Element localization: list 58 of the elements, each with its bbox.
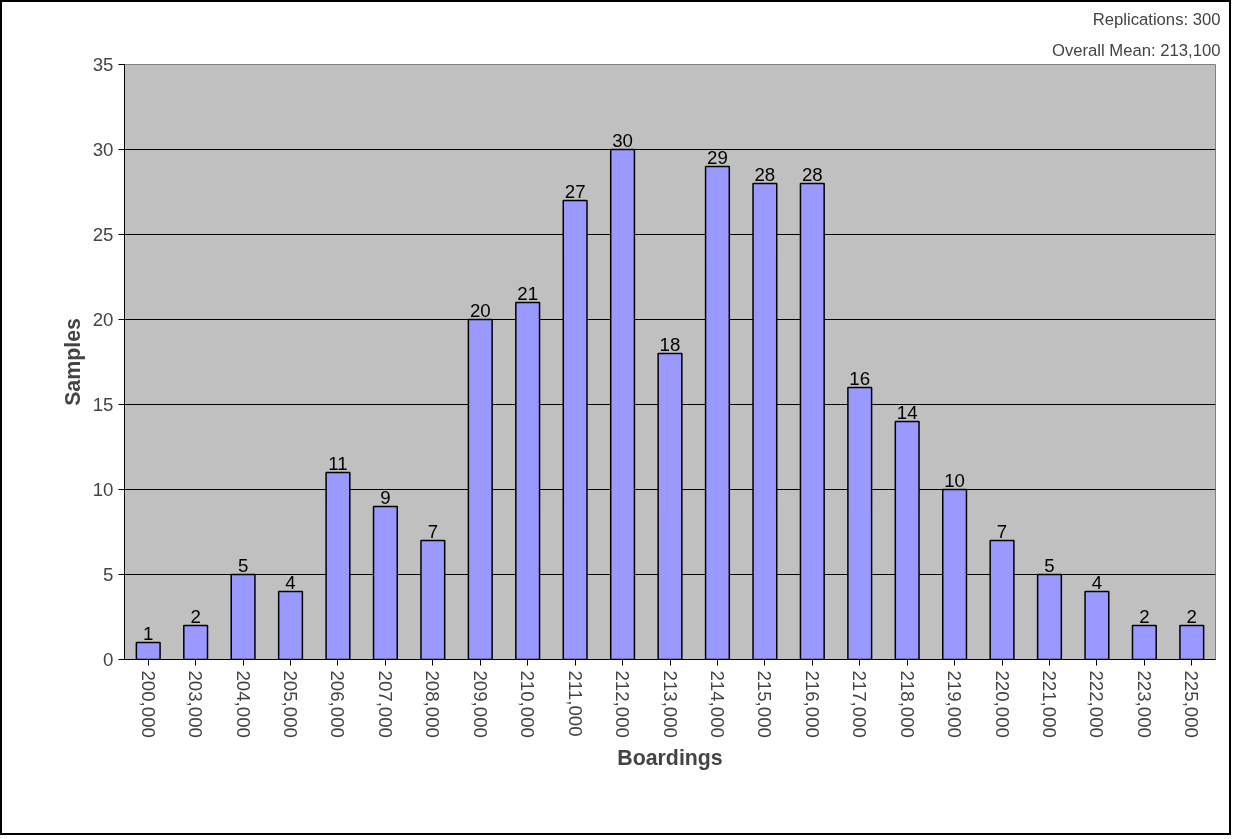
y-axis-title: Samples xyxy=(60,318,85,406)
data-label: 2 xyxy=(1186,605,1197,627)
data-label: 4 xyxy=(285,571,296,593)
x-axis-title: Boardings xyxy=(617,745,723,770)
y-tick-label: 0 xyxy=(103,649,114,670)
data-label: 28 xyxy=(801,163,823,185)
x-tick-label: 212,000 xyxy=(612,670,634,738)
x-tick-label: 204,000 xyxy=(232,670,254,738)
data-label: 21 xyxy=(517,282,539,304)
x-tick-label: 215,000 xyxy=(754,670,776,738)
y-tick-label: 25 xyxy=(92,224,114,245)
data-label: 18 xyxy=(659,333,681,355)
x-tick-label: 206,000 xyxy=(327,670,349,738)
data-label: 2 xyxy=(190,605,201,627)
text: Replications: 300 xyxy=(1092,9,1221,29)
data-label: 9 xyxy=(380,486,391,508)
x-tick-label: 218,000 xyxy=(896,670,918,738)
text: Overall Mean: 213,100 xyxy=(1051,40,1221,60)
x-tick-label: 210,000 xyxy=(517,670,539,738)
data-label: 7 xyxy=(427,520,439,542)
y-tick-label: 10 xyxy=(92,479,114,500)
data-label: 20 xyxy=(469,299,491,321)
x-tick-label: 203,000 xyxy=(185,670,207,738)
x-tick-label: 208,000 xyxy=(422,670,444,738)
data-label: 30 xyxy=(612,129,633,151)
x-tick-label: 211,000 xyxy=(564,670,586,737)
data-label: 5 xyxy=(237,554,249,576)
data-label: 1 xyxy=(143,622,154,644)
y-tick-label: 30 xyxy=(92,139,114,160)
data-label: 5 xyxy=(1044,554,1055,576)
data-label: 10 xyxy=(944,469,965,491)
x-tick-label: 200,000 xyxy=(137,670,159,738)
x-tick-label: 216,000 xyxy=(801,670,823,738)
x-tick-label: 213,000 xyxy=(659,670,681,738)
data-label: 29 xyxy=(707,146,728,168)
x-tick-label: 209,000 xyxy=(469,670,491,738)
data-label: 11 xyxy=(328,452,348,474)
y-tick-label: 35 xyxy=(92,54,114,75)
data-label: 7 xyxy=(996,520,1008,542)
x-tick-label: 205,000 xyxy=(280,670,302,738)
data-label: 14 xyxy=(896,401,918,423)
x-tick-label: 217,000 xyxy=(849,670,871,738)
x-tick-label: 207,000 xyxy=(374,670,396,738)
data-label: 27 xyxy=(564,180,586,202)
x-tick-label: 222,000 xyxy=(1086,670,1108,738)
data-label: 16 xyxy=(849,367,871,389)
x-tick-label: 220,000 xyxy=(991,670,1013,738)
x-tick-label: 223,000 xyxy=(1133,670,1155,738)
x-tick-label: 225,000 xyxy=(1181,670,1203,738)
y-tick-label: 15 xyxy=(92,394,114,415)
data-label: 28 xyxy=(754,163,776,185)
x-tick-label: 219,000 xyxy=(944,670,966,738)
data-label: 2 xyxy=(1139,605,1150,627)
x-tick-label: 221,000 xyxy=(1038,670,1060,738)
x-tick-label: 214,000 xyxy=(706,670,728,738)
y-tick-label: 5 xyxy=(103,564,114,585)
y-tick-label: 20 xyxy=(92,309,114,330)
data-label: 4 xyxy=(1091,571,1103,593)
